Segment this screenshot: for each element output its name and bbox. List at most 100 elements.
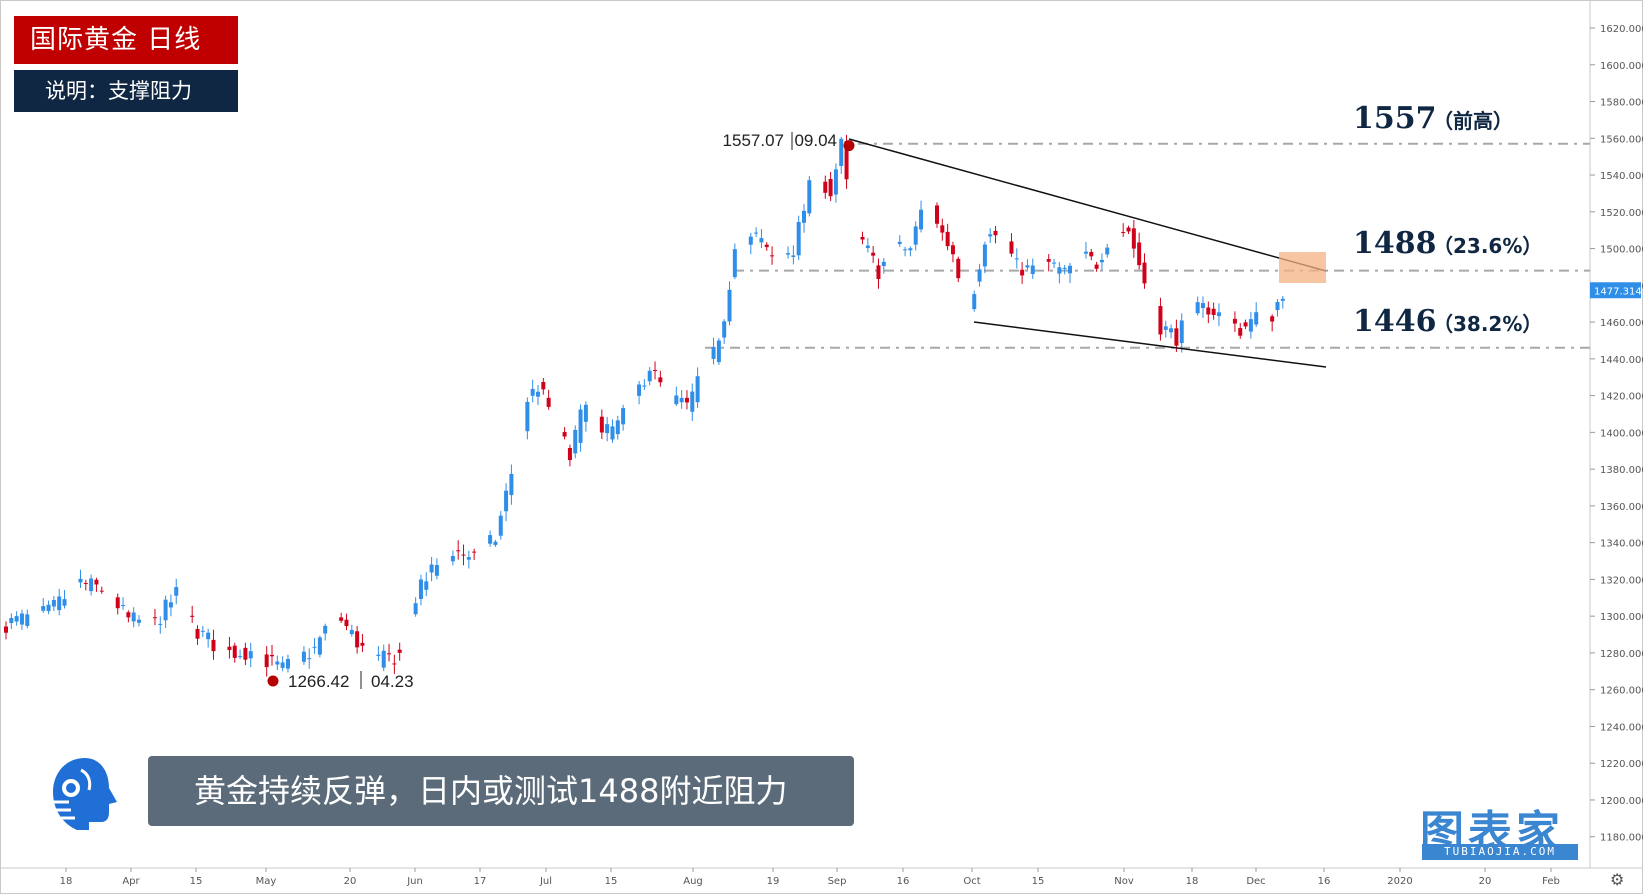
candle-body xyxy=(344,619,349,627)
candle-body xyxy=(83,582,88,584)
upper-trendline xyxy=(848,138,1327,272)
candle-body xyxy=(1046,259,1051,262)
candle-body xyxy=(913,226,918,245)
y-tick-label: 1240.000 xyxy=(1600,722,1643,733)
candle-body xyxy=(786,253,791,255)
candle-body xyxy=(381,650,386,668)
candle-body xyxy=(137,619,141,623)
x-tick-label: May xyxy=(256,876,277,887)
candle-body xyxy=(1126,227,1131,232)
candle-body xyxy=(993,230,998,236)
candle-body xyxy=(1174,328,1179,346)
candle-body xyxy=(1248,319,1253,332)
y-tick-label: 1340.000 xyxy=(1600,539,1643,550)
candle-body xyxy=(573,429,578,454)
candle-body xyxy=(349,629,354,635)
candle-body xyxy=(972,294,977,310)
y-tick-label: 1540.000 xyxy=(1600,171,1643,182)
candle-body xyxy=(387,653,392,655)
candle-body xyxy=(504,490,509,512)
candle-body xyxy=(950,245,955,255)
candle-body xyxy=(764,244,769,248)
candle-body xyxy=(243,647,248,660)
candle-body xyxy=(200,630,205,632)
y-tick-label: 1460.000 xyxy=(1600,318,1643,329)
chart-title: 国际黄金 日线 xyxy=(14,16,238,64)
y-tick-label: 1200.000 xyxy=(1600,796,1643,807)
x-tick-label: Feb xyxy=(1542,876,1560,887)
candle-body xyxy=(727,289,732,322)
candle-body xyxy=(1216,312,1221,317)
candle-body xyxy=(51,600,56,607)
time-axis: 18 Apr 15 May 20 Jun 17 Jul 15 Aug 19 Sep 16 Oct 15 Nov… xyxy=(60,868,1560,887)
high-annotation-date: 09.04 xyxy=(794,131,837,150)
candle-body xyxy=(238,656,243,658)
candle-body xyxy=(434,564,439,576)
candle-body xyxy=(1206,307,1211,315)
candle-body xyxy=(828,178,833,197)
candle-body xyxy=(802,210,806,223)
candle-body xyxy=(1179,320,1184,344)
chart-note: 说明：支撑阻力 xyxy=(14,70,238,112)
candle-body xyxy=(280,662,285,668)
candle-body xyxy=(1089,251,1094,257)
gear-icon[interactable]: ⚙ xyxy=(1610,870,1625,889)
candle-body xyxy=(1131,228,1136,249)
y-tick-label: 1600.000 xyxy=(1600,61,1643,72)
candle-body xyxy=(461,554,466,556)
price-axis: 1620.000 1600.000 1580.000 1560.000 1540.000… xyxy=(1590,24,1643,844)
candle-body xyxy=(1052,262,1057,264)
candle-body xyxy=(78,578,83,583)
candle-body xyxy=(1254,312,1259,325)
candle-body xyxy=(605,424,610,434)
headline-banner: 黄金持续反弹，日内或测试1488附近阻力 xyxy=(148,756,854,826)
candle-body xyxy=(647,370,652,382)
candle-body xyxy=(610,426,615,440)
candle-body xyxy=(583,404,588,422)
candle-body xyxy=(1020,269,1025,276)
y-tick-label: 1300.000 xyxy=(1600,612,1643,623)
x-tick-label: Nov xyxy=(1114,876,1134,887)
candle-body xyxy=(770,255,775,257)
support-resistance-levels: 1557（前高） 1488（23.6%） 1446（38.2%） xyxy=(705,101,1590,349)
candle-body xyxy=(807,180,812,214)
candle-body xyxy=(796,222,801,256)
candle-body xyxy=(1158,306,1163,335)
candle-body xyxy=(339,617,344,621)
candle-body xyxy=(211,639,216,652)
candle-body xyxy=(674,395,679,405)
candle-body xyxy=(1030,265,1035,275)
candle-body xyxy=(871,252,876,256)
candle-body xyxy=(4,626,8,633)
candle-body xyxy=(99,590,104,592)
candle-body xyxy=(642,385,647,387)
candle-body xyxy=(248,651,253,659)
lower-trendline xyxy=(973,321,1327,368)
candle-body xyxy=(392,663,397,665)
low-annotation-price: 1266.42 xyxy=(288,672,349,691)
y-tick-label: 1180.000 xyxy=(1600,833,1643,844)
candle-body xyxy=(14,616,19,622)
candle-body xyxy=(264,654,269,668)
y-tick-label: 1580.000 xyxy=(1600,98,1643,109)
candle-body xyxy=(732,249,737,278)
candle-body xyxy=(562,432,567,437)
x-tick-label: Dec xyxy=(1246,876,1265,887)
candle-body xyxy=(1232,318,1237,324)
candle-body xyxy=(876,265,881,280)
candle-body xyxy=(456,550,461,552)
candle-body xyxy=(163,599,168,621)
level-note: （前高） xyxy=(1433,109,1513,133)
candle-body xyxy=(317,637,322,655)
candle-body xyxy=(865,245,870,249)
level-note: （38.2%） xyxy=(1433,312,1542,336)
candle-body xyxy=(903,249,908,251)
x-tick-label: 15 xyxy=(190,876,203,887)
candle-body xyxy=(988,234,993,237)
candle-body xyxy=(312,646,317,648)
x-tick-label: 2020 xyxy=(1387,876,1412,887)
candle-body xyxy=(466,557,471,560)
x-tick-label: 18 xyxy=(60,876,73,887)
candle-body xyxy=(115,597,120,609)
candles xyxy=(4,134,1285,677)
